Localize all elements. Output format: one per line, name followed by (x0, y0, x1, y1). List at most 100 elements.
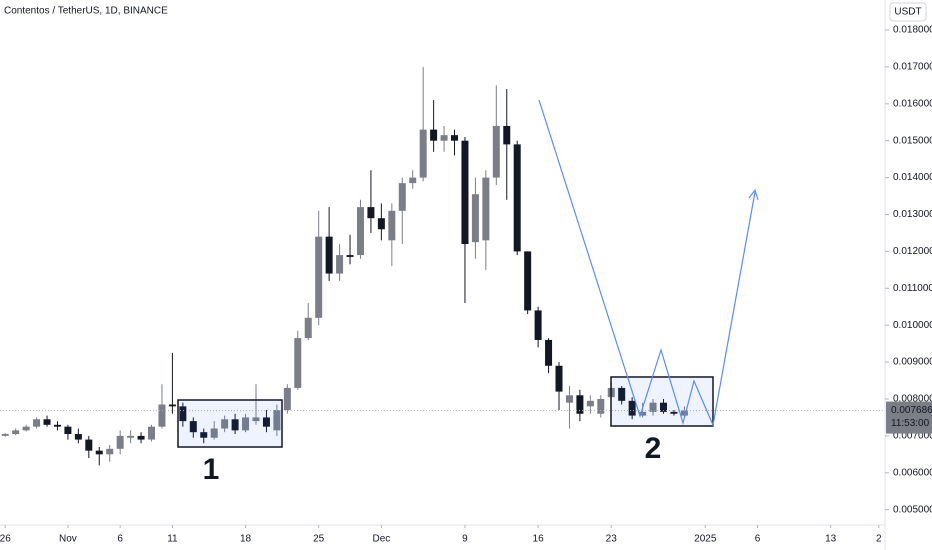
x-tick-label: Nov (59, 534, 77, 545)
candle-body (304, 317, 312, 339)
currency-box[interactable] (889, 2, 927, 22)
candle-body (158, 404, 166, 427)
x-tick-label: 9 (462, 534, 468, 545)
y-tick-label: 0.013000 (893, 209, 932, 220)
candle-body (283, 387, 291, 411)
candle-body (53, 424, 61, 427)
candle-body (618, 387, 626, 401)
x-tick-label: 6 (117, 534, 123, 545)
candle-body (64, 426, 72, 435)
candle-body (242, 417, 250, 431)
candle-body (294, 338, 302, 388)
candle-body (231, 419, 239, 431)
candle-body (482, 177, 490, 241)
range-box (177, 399, 283, 448)
x-tick-label: 25 (313, 534, 325, 545)
candle-body (503, 125, 511, 145)
candle-body (221, 419, 229, 429)
candle-body (315, 236, 323, 318)
range-box (610, 376, 714, 427)
candle-body (461, 140, 469, 245)
candle-body (492, 125, 500, 178)
candle-body (346, 255, 354, 257)
y-tick-label: 0.011000 (893, 283, 932, 294)
candle-body (85, 439, 93, 451)
price-label: 0.007686 (891, 405, 932, 416)
candle-body (336, 255, 344, 274)
candle-body (377, 218, 385, 230)
candle-body (356, 207, 364, 256)
currency: USDT (894, 7, 921, 18)
y-tick-label: 0.006000 (893, 467, 932, 478)
candle-body (628, 400, 636, 416)
candle-body (262, 417, 270, 427)
candle-body (388, 210, 396, 241)
candle-body (367, 207, 375, 219)
candle-body (137, 435, 145, 440)
candle-body (12, 430, 20, 435)
candle-body (273, 410, 281, 431)
annotation: 1 (203, 453, 220, 486)
candle-body (409, 177, 417, 184)
candle-body (430, 129, 438, 141)
x-tick-label: Dec (372, 534, 390, 545)
x-tick-label: 6 (755, 534, 761, 545)
x-tick-label: 11 (167, 534, 178, 545)
candle-body (95, 450, 103, 455)
candle-body (545, 339, 553, 366)
candle-body (471, 194, 479, 243)
candle-body (659, 402, 667, 412)
candle-body (565, 395, 573, 403)
x-tick-label: 23 (606, 534, 618, 545)
candle-body (586, 400, 594, 407)
candle-body (116, 435, 124, 449)
candle-body (43, 419, 51, 425)
candle-body (22, 426, 30, 431)
candle-body (680, 410, 688, 416)
countdown: 11:53:00 (891, 418, 930, 429)
candle-body (127, 435, 135, 438)
x-tick-label: 18 (240, 534, 252, 545)
projection-path (538, 99, 756, 428)
y-tick-label: 0.018000 (893, 25, 932, 36)
x-tick-label: 2 (876, 534, 882, 545)
arrow-head (748, 188, 759, 201)
candle-body (179, 406, 187, 422)
candle-body (419, 129, 427, 178)
candle-body (200, 432, 208, 438)
candle-body (252, 417, 260, 422)
y-tick-label: 0.017000 (893, 62, 932, 73)
candle-body (106, 448, 114, 455)
candle-body (33, 419, 41, 427)
annotation: 2 (645, 432, 662, 465)
candle-body (325, 236, 333, 274)
chart-title: Contentos / TetherUS, 1D, BINANCE (4, 6, 168, 17)
y-tick-label: 0.007000 (893, 431, 932, 442)
y-tick-label: 0.015000 (893, 135, 932, 146)
candle-body (597, 398, 605, 414)
candle-body (210, 428, 218, 438)
y-tick-label: 0.009000 (893, 357, 932, 368)
candle-body (513, 144, 521, 252)
candle-body (524, 251, 532, 311)
candle-body (189, 421, 197, 433)
x-tick-label: 2025 (694, 534, 717, 545)
candle-body (649, 402, 657, 412)
x-tick-label: 26 (0, 534, 11, 545)
candle-body (74, 434, 82, 440)
candle-body (440, 135, 448, 141)
y-tick-label: 0.010000 (893, 320, 932, 331)
y-tick-label: 0.014000 (893, 172, 932, 183)
x-tick-label: 13 (825, 534, 837, 545)
x-tick-label: 16 (533, 534, 545, 545)
price-tag (886, 401, 932, 434)
y-tick-label: 0.016000 (893, 98, 932, 109)
candle-body (534, 310, 542, 340)
candle-body (398, 183, 406, 211)
candle-body (576, 395, 584, 414)
y-tick-label: 0.005000 (893, 504, 932, 515)
candle-body (670, 411, 678, 414)
candle-body (1, 434, 9, 436)
y-tick-label: 0.012000 (893, 246, 932, 257)
